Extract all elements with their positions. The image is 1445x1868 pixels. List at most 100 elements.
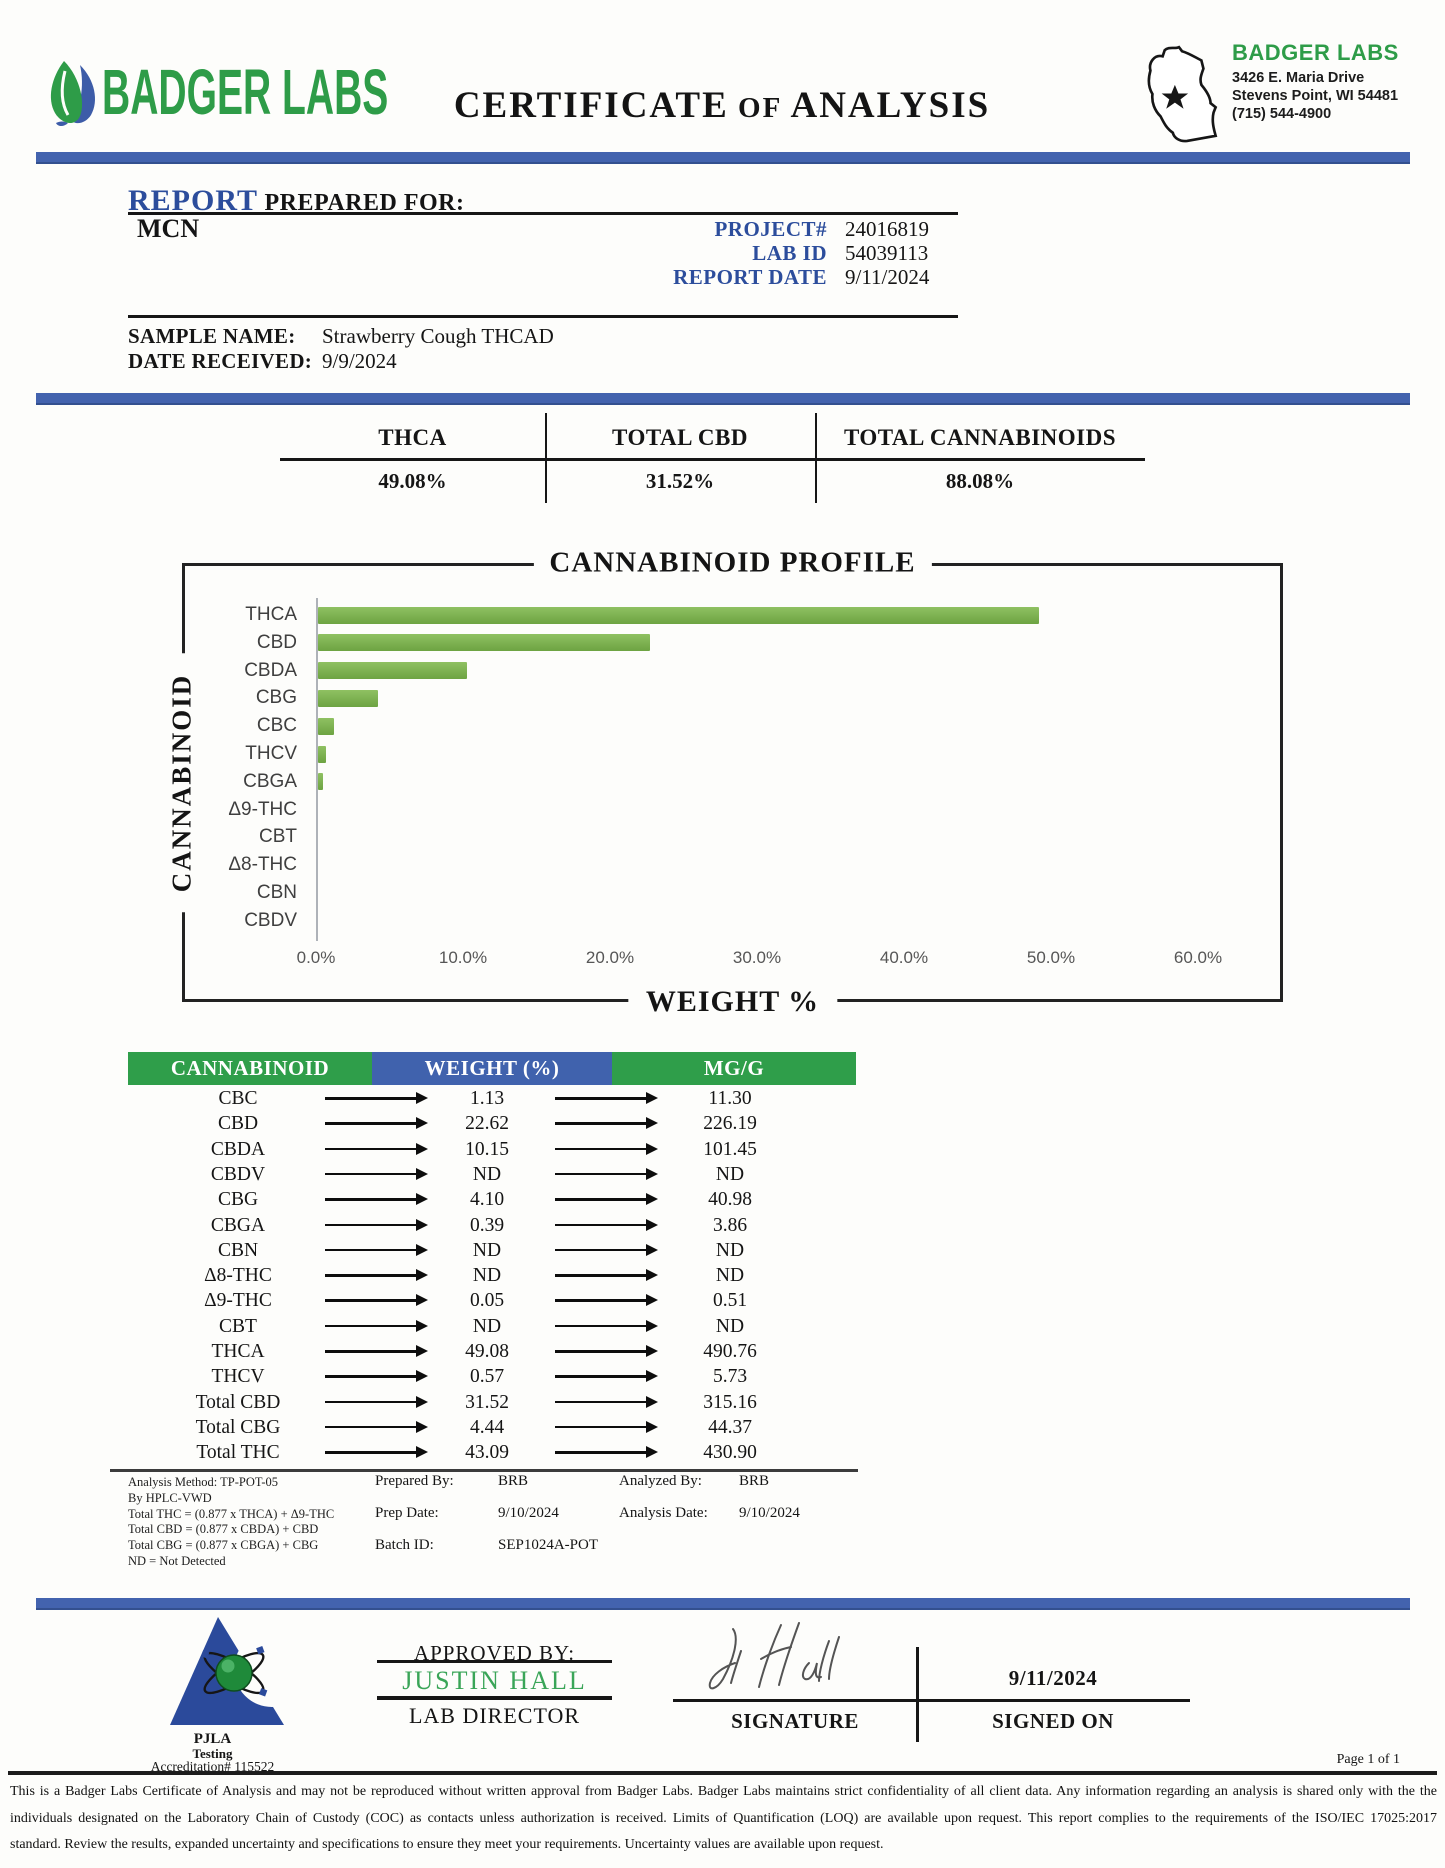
star-icon bbox=[1161, 84, 1189, 109]
table-row-name: CBDV bbox=[210, 1163, 266, 1185]
table-row-mgg: 40.98 bbox=[708, 1189, 752, 1211]
table-row-name: THCV bbox=[211, 1366, 265, 1388]
table-row-arrow bbox=[325, 1269, 428, 1281]
table-row-mgg: ND bbox=[715, 1163, 745, 1185]
chart-x-axis-title: WEIGHT % bbox=[627, 985, 838, 1019]
disclaimer-line: individuals designated on the Laboratory… bbox=[10, 1810, 1437, 1826]
approver-name: JUSTIN HALL bbox=[402, 1666, 587, 1695]
method-note-line: Total CBD = (0.877 x CBDA) + CBD bbox=[128, 1522, 319, 1537]
rule-above-sample bbox=[128, 315, 958, 318]
pjla-accreditation-logo bbox=[170, 1617, 292, 1725]
table-row-arrow bbox=[325, 1117, 428, 1129]
lab-address-2: Stevens Point, WI 54481 bbox=[1232, 88, 1399, 104]
chart-category-label: CBG bbox=[255, 687, 297, 709]
summary-header-thca: THCA bbox=[378, 425, 447, 450]
table-row-arrow bbox=[325, 1345, 428, 1357]
table-row-mgg: 3.86 bbox=[712, 1214, 748, 1236]
page-number: Page 1 of 1 bbox=[1336, 1752, 1400, 1767]
table-row-arrow bbox=[555, 1345, 658, 1357]
chart-bar-thca bbox=[317, 606, 1040, 624]
table-row-name: Δ8-THC bbox=[204, 1265, 272, 1287]
footnote-label: Batch ID: bbox=[375, 1537, 434, 1553]
chart-category-label: Δ8-THC bbox=[228, 854, 297, 876]
method-note-line: By HPLC-VWD bbox=[128, 1490, 212, 1505]
table-row-arrow bbox=[555, 1244, 658, 1255]
table-row-name: THCA bbox=[211, 1341, 265, 1362]
prepared-for-words: PREPARED FOR: bbox=[257, 190, 465, 216]
project-number-label: PROJECT# bbox=[714, 217, 827, 241]
table-row-name: CBDA bbox=[210, 1138, 266, 1160]
client-name: MCN bbox=[137, 214, 200, 243]
chart-bar-cbga bbox=[317, 773, 324, 791]
footnote-value: 9/10/2024 bbox=[739, 1505, 800, 1521]
table-row-weight: ND bbox=[472, 1163, 502, 1185]
chart-category-label: CBGA bbox=[243, 770, 297, 792]
table-row-name: Δ9-THC bbox=[204, 1290, 272, 1312]
table-row-arrow bbox=[555, 1421, 658, 1432]
table-row-arrow bbox=[325, 1092, 428, 1104]
title-word-3: ANALYSIS bbox=[790, 85, 991, 126]
table-row-name: CBC bbox=[218, 1088, 258, 1109]
table-row-arrow bbox=[325, 1244, 428, 1255]
date-received-label: DATE RECEIVED: bbox=[128, 349, 313, 373]
table-row-mgg: ND bbox=[715, 1315, 745, 1337]
table-row-arrow bbox=[555, 1219, 658, 1230]
pjla-label: PJLA bbox=[193, 1731, 232, 1747]
disclaimer-text: This is a Badger Labs Certificate of Ana… bbox=[10, 1779, 1437, 1859]
summary-rule bbox=[280, 458, 1145, 461]
chart-title: CANNABINOID PROFILE bbox=[533, 546, 932, 580]
chart-category-label: CBT bbox=[259, 826, 297, 848]
wisconsin-map-icon bbox=[1147, 45, 1218, 143]
table-row-arrow bbox=[555, 1092, 658, 1104]
footer-rule bbox=[8, 1771, 1437, 1775]
chart-x-tick-label: 0.0% bbox=[296, 948, 336, 967]
table-row-name: CBN bbox=[217, 1239, 259, 1261]
footnote-value: BRB bbox=[498, 1473, 529, 1489]
chart-category-label: CBDA bbox=[244, 659, 297, 681]
divider-bar-top bbox=[36, 152, 1410, 164]
report-date-value: 9/11/2024 bbox=[845, 265, 930, 289]
rule-under-report bbox=[128, 212, 958, 215]
table-row-name: CBG bbox=[217, 1189, 259, 1211]
chart-x-tick-label: 60.0% bbox=[1173, 948, 1223, 967]
table-row-weight: 1.13 bbox=[469, 1088, 505, 1109]
report-prepared-for-label: REPORT PREPARED FOR: bbox=[128, 184, 465, 218]
table-row-name: Total CBG bbox=[195, 1416, 281, 1438]
divider-bar-bottom bbox=[36, 1598, 1410, 1610]
table-row-arrow bbox=[325, 1370, 428, 1382]
table-row-name: Total THC bbox=[196, 1442, 280, 1464]
footnote-value: BRB bbox=[739, 1473, 770, 1489]
disclaimer-line: standard. Review the results, expanded u… bbox=[10, 1837, 884, 1852]
report-word: REPORT bbox=[128, 184, 258, 217]
table-header-cannabinoid: CANNABINOID bbox=[128, 1052, 372, 1085]
accreditation-number: Accreditation# 115522 bbox=[150, 1759, 275, 1774]
lab-id-label: LAB ID bbox=[752, 241, 827, 265]
project-number-value: 24016819 bbox=[845, 217, 929, 241]
chart-category-label: CBC bbox=[256, 715, 297, 737]
method-notes: Analysis Method: TP-POT-05 By HPLC-VWD Tot… bbox=[128, 1475, 334, 1570]
summary-divider-1 bbox=[545, 413, 548, 503]
table-row-name: CBD bbox=[217, 1113, 259, 1135]
method-note-line: Total CBG = (0.877 x CBGA) + CBG bbox=[128, 1538, 319, 1553]
table-row-arrow bbox=[325, 1168, 428, 1179]
signature-label: SIGNATURE bbox=[731, 1709, 859, 1733]
chart-x-tick-label: 30.0% bbox=[732, 948, 782, 967]
chart-axis-line bbox=[316, 598, 318, 941]
summary-value-thca: 49.08% bbox=[378, 469, 447, 493]
lab-name: BADGER LABS bbox=[1232, 40, 1399, 65]
table-row-weight: 0.39 bbox=[469, 1214, 505, 1236]
chart-category-label: CBN bbox=[256, 882, 297, 903]
approved-by-rule-top bbox=[377, 1660, 612, 1663]
table-row-name: CBGA bbox=[210, 1214, 266, 1236]
footnote-label: Prep Date: bbox=[375, 1505, 439, 1521]
lab-address-block: BADGER LABS 3426 E. Maria Drive Stevens … bbox=[1232, 40, 1442, 123]
method-note-line: ND = Not Detected bbox=[128, 1553, 226, 1568]
badger-labs-logo-text: BADGER LABS bbox=[102, 56, 389, 128]
chart-category-label: THCV bbox=[245, 743, 297, 764]
table-row-mgg: 5.73 bbox=[712, 1366, 748, 1388]
chart-bar-cbg bbox=[317, 689, 378, 707]
